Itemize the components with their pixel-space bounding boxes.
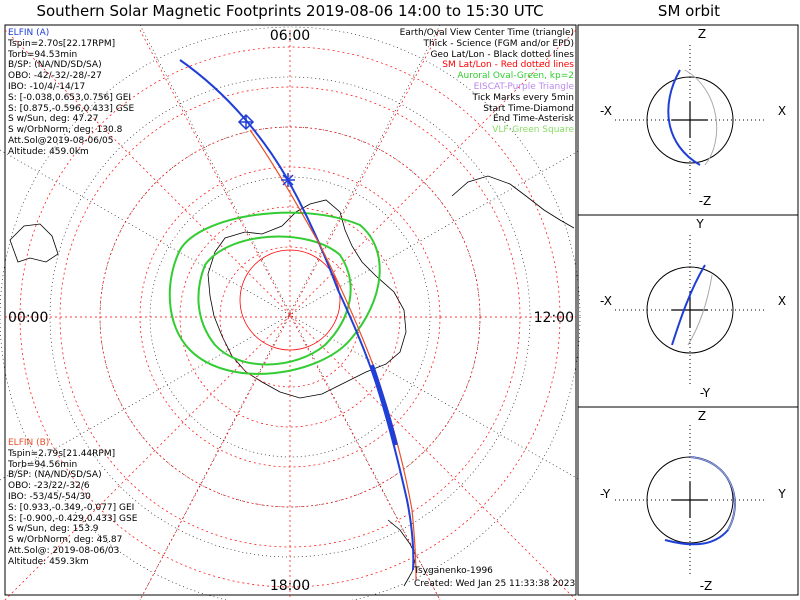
- sm3-bottom-label: -Z: [700, 579, 713, 593]
- elfin-a-science-segment: [370, 364, 398, 446]
- sm1-top-label: Z: [698, 27, 706, 41]
- sm-panel-1: Z -Z -X X: [600, 27, 786, 208]
- elfin-a-line: S w/OrbNorm, deg: 130.8: [8, 125, 123, 136]
- legend: Earth/Oval View Center Time (triangle) T…: [400, 28, 574, 136]
- elfin-a-line: S: [-0.038,0.653,0.756] GEI: [8, 92, 132, 103]
- legend-item: End Time-Asterisk: [492, 114, 574, 125]
- sm3-left-label: -Y: [600, 487, 611, 501]
- sm2-top-label: Y: [695, 217, 704, 231]
- sm-grid: [4, 29, 577, 600]
- elfin-a-line: Tspin=2.70s[22.17RPM]: [8, 38, 116, 49]
- sm2-left-label: -X: [600, 294, 612, 308]
- time-label-bottom: 18:00: [270, 578, 310, 594]
- elfin-a-line: B/SP: (NA/ND/SD/SA): [8, 60, 102, 71]
- elfin-a-line: Att.Sol@2019-08-06/05: [8, 135, 114, 146]
- elfin-b-line: S w/Sun, deg: 153.9: [8, 524, 99, 535]
- elfin-a-line: IBO: -10/4/-14/17: [8, 81, 86, 92]
- legend-item: Start Time-Diamond: [483, 103, 574, 114]
- time-label-left: 00:00: [8, 310, 48, 326]
- sm-panel-2: Y -Y -X X: [600, 217, 786, 400]
- sm-panel-3: Z -Z -Y Y: [600, 409, 786, 593]
- elfin-a-track: [179, 59, 415, 571]
- start-diamond-marker: [237, 113, 255, 131]
- elfin-b-line: Torb=94.56min: [8, 459, 78, 470]
- auroral-oval: [168, 211, 381, 375]
- plot-title: Southern Solar Magnetic Footprints 2019-…: [36, 2, 544, 20]
- sm2-right-label: X: [778, 294, 786, 308]
- legend-item: SM Lat/Lon - Red dotted lines: [442, 60, 574, 71]
- elfin-b-line: Att.Sol@: 2019-08-06/03: [8, 545, 120, 556]
- sm3-right-label: Y: [777, 487, 786, 501]
- sm3-top-label: Z: [698, 409, 706, 423]
- legend-item: Tick Marks every 5min: [472, 92, 574, 103]
- elfin-a-info: ELFIN (A) Tspin=2.70s[22.17RPM] Torb=94.…: [8, 28, 134, 158]
- elfin-a-line: Altitude: 459.0km: [8, 146, 89, 157]
- elfin-b-line: OBO: -23/22/-32/6: [8, 481, 90, 492]
- elfin-b-line: S: [0.933,-0.349,-0.077] GEI: [8, 502, 135, 513]
- legend-item: EISCAT-Purple Triangle: [473, 81, 574, 92]
- elfin-b-line: S: [-0.900,-0.429,0.433] GSE: [8, 513, 138, 524]
- elfin-b-line: Altitude: 459.3km: [8, 556, 89, 567]
- sm-orbit-title: SM orbit: [657, 2, 721, 20]
- elfin-b-line: IBO: -53/45/-54/30: [8, 491, 91, 502]
- polar-plot: 06:00 00:00 12:00 18:00: [0, 24, 581, 600]
- end-asterisk-marker: [281, 173, 295, 187]
- legend-item: Thick - Science (FGM and/or EPD): [423, 38, 574, 49]
- time-label-right: 12:00: [534, 310, 574, 326]
- elfin-a-line: Torb=94.53min: [8, 49, 78, 60]
- sm1-right-label: X: [778, 104, 786, 118]
- legend-item: Auroral Oval-Green, kp=2: [457, 71, 574, 82]
- footer-model: Tsyganenko-1996: [414, 566, 493, 576]
- footer-created: Created: Wed Jan 25 11:33:38 2023: [414, 579, 576, 589]
- sm-inner-ring: [239, 249, 341, 351]
- elfin-b-info: ELFIN (B) Tspin=2.79s[21.44RPM] Torb=94.…: [8, 438, 137, 568]
- elfin-b-line: Tspin=2.79s[21.44RPM]: [8, 448, 116, 459]
- elfin-a-line: S w/Sun, deg: 47.27: [8, 114, 99, 125]
- elfin-b-header: ELFIN (B): [8, 438, 50, 448]
- elfin-a-line: S: [0.875,-0.596,0.433] GSE: [8, 103, 135, 114]
- legend-item: Earth/Oval View Center Time (triangle): [399, 28, 574, 38]
- south-america-outline: [451, 175, 575, 229]
- sm2-bottom-label: -Y: [700, 386, 711, 400]
- sm-frame-3: [577, 406, 799, 596]
- time-label-top: 06:00: [270, 28, 310, 44]
- elfin-a-line: OBO: -42/-32/-28/-27: [8, 71, 102, 82]
- elfin-b-line: B/SP: (NA/ND/SD/SA): [8, 470, 102, 481]
- sm1-bottom-label: -Z: [699, 194, 712, 208]
- main-frame: [4, 24, 577, 596]
- africa-coast-outline: [9, 223, 59, 263]
- sm1-left-label: -X: [600, 104, 612, 118]
- elfin-a-header: ELFIN (A): [8, 28, 50, 38]
- legend-item: VLF-Green Square: [492, 125, 574, 136]
- elfin-b-line: S w/OrbNorm, deg: 45.87: [8, 535, 123, 546]
- legend-item: Geo Lat/Lon - Black dotted lines: [430, 49, 574, 60]
- sm-frame-2: [577, 214, 799, 408]
